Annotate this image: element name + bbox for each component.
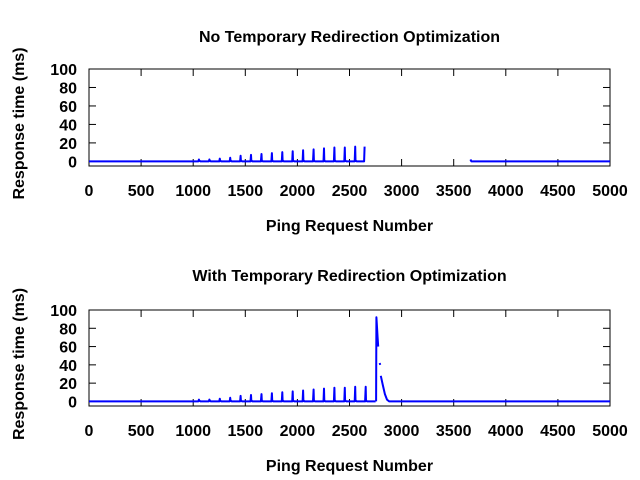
x-tick-label: 4500 <box>540 423 576 440</box>
y-axis-label: Response time (ms) <box>11 47 28 199</box>
x-tick-label: 4000 <box>488 183 524 200</box>
series-line <box>378 362 382 366</box>
series-line <box>89 385 376 403</box>
x-tick-label: 3000 <box>384 183 420 200</box>
x-tick-label: 1000 <box>175 183 211 200</box>
x-tick-label: 4500 <box>540 183 576 200</box>
x-tick-label: 3500 <box>436 183 472 200</box>
x-tick-label: 5000 <box>592 183 628 200</box>
x-tick-label: 2000 <box>280 183 316 200</box>
top-panel: No Temporary Redirection Optimization020… <box>11 29 628 235</box>
x-tick-label: 5000 <box>592 423 628 440</box>
chart-title: No Temporary Redirection Optimization <box>199 29 500 46</box>
x-tick-label: 1000 <box>175 423 211 440</box>
x-tick-label: 4000 <box>488 423 524 440</box>
y-tick-label: 20 <box>59 136 77 153</box>
x-tick-label: 0 <box>85 423 94 440</box>
y-tick-label: 40 <box>59 358 77 375</box>
x-tick-label: 1500 <box>228 183 264 200</box>
x-axis-label: Ping Request Number <box>266 218 433 235</box>
x-tick-label: 2500 <box>332 183 368 200</box>
x-tick-label: 500 <box>128 423 155 440</box>
x-tick-label: 1500 <box>228 423 264 440</box>
y-tick-label: 100 <box>50 303 77 320</box>
x-tick-label: 2500 <box>332 423 368 440</box>
bottom-panel: With Temporary Redirection Optimization 0… <box>11 268 628 475</box>
series-line <box>379 375 610 403</box>
y-tick-label: 20 <box>59 376 77 393</box>
x-tick-label: 2000 <box>280 423 316 440</box>
y-tick-label: 80 <box>59 321 77 338</box>
series-line <box>89 145 366 163</box>
y-tick-label: 100 <box>50 62 77 79</box>
series-line <box>375 316 380 402</box>
x-tick-label: 500 <box>128 183 155 200</box>
x-tick-label: 3000 <box>384 423 420 440</box>
plot-frame <box>88 309 611 407</box>
y-tick-label: 60 <box>59 99 77 116</box>
y-tick-label: 80 <box>59 80 77 97</box>
x-axis-label: Ping Request Number <box>266 458 433 475</box>
chart-title: With Temporary Redirection Optimization <box>192 268 506 285</box>
y-tick-label: 40 <box>59 117 77 134</box>
x-tick-label: 3500 <box>436 423 472 440</box>
y-tick-label: 0 <box>68 154 77 171</box>
y-axis-label: Response time (ms) <box>11 288 28 440</box>
plot-frame <box>88 68 611 167</box>
series-line <box>469 159 610 163</box>
y-tick-label: 60 <box>59 340 77 357</box>
y-tick-label: 0 <box>68 394 77 411</box>
x-tick-label: 0 <box>85 183 94 200</box>
